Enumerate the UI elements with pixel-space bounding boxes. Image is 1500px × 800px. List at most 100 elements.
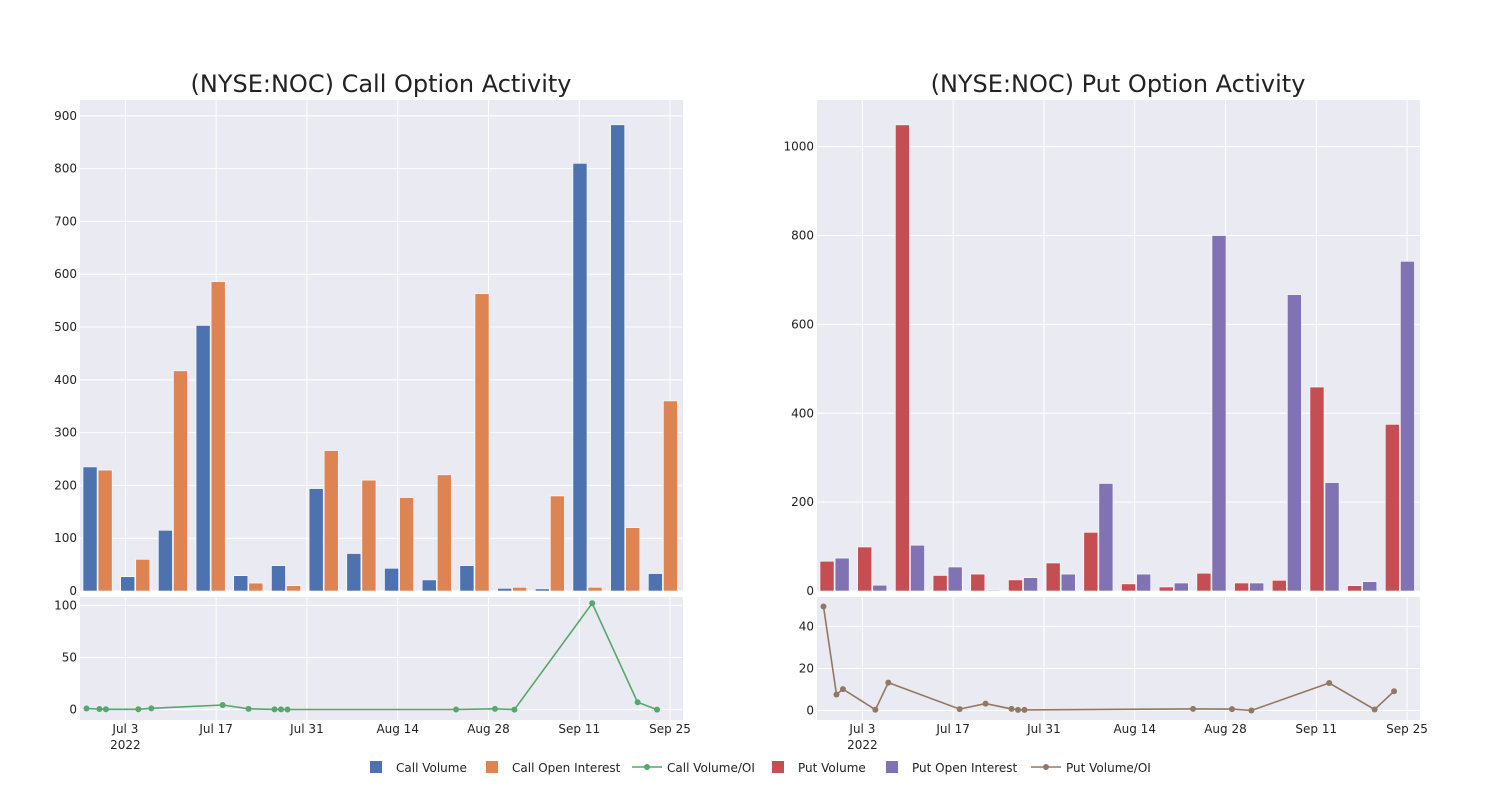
call-y-tick-label: 500 [54,320,77,334]
call-x-tick-label: Aug 14 [376,722,419,736]
put-ratio-point [1228,706,1235,713]
put-ratio-point [1008,705,1015,712]
put-bar-put-volume [1196,572,1212,592]
call-ratio-point [654,706,661,713]
put-bar-put-open-interest [985,589,1001,592]
call-x-tick-label: Jul 31 [289,722,324,736]
put-bar-put-volume [1083,532,1099,592]
call-bar-call-open-interest [550,495,565,592]
call-ratio-point [589,600,596,607]
call-y-tick-label: 600 [54,267,77,281]
put-option-activity-panel: 0 200 400 600 800 1000 (NYSE:NOC) Put Option A… [783,70,1420,598]
call-bar-call-volume [534,588,550,592]
put-ratio-line [822,606,1395,712]
call-ratio-point [96,706,103,713]
put-ratio-y-tick-label: 40 [799,619,814,633]
put-ratio-point [982,700,989,707]
put-y-tick-label: 0 [806,584,814,598]
call-bar-call-open-interest [587,587,603,592]
put-y-tick-label: 800 [791,229,814,243]
legend-label-put-open-interest: Put Open Interest [912,761,1018,775]
put-bar-put-open-interest [1023,577,1038,592]
call-ratio-point [491,705,498,712]
call-option-activity-panel: 0 100 200 300 400 500 600 700 800 900 (NYSE:NOC) C… [54,70,683,598]
put-bar-put-open-interest [947,566,963,592]
put-bar-put-volume [1158,586,1174,592]
call-y-tick-label: 400 [54,373,77,387]
call-ratio-point [245,705,252,712]
put-ratio-y-tick-label: 0 [806,704,814,718]
put-bar-put-volume [1121,583,1136,592]
put-x-tick-year: 2022 [847,738,878,752]
put-y-tick-label: 200 [791,495,814,509]
call-bar-call-volume [421,579,437,592]
call-x-tick-label: Sep 25 [649,722,691,736]
call-bar-call-volume [346,553,362,592]
put-y-tick-label: 1000 [783,140,814,154]
put-volume-oi-panel: Jul 3 2022 Jul 17 Jul 31 Aug 14 Aug 28 Sep 11 S… [799,597,1428,752]
call-chart-title: (NYSE:NOC) Call Option Activity [191,70,572,98]
call-y-tick-label: 800 [54,162,77,176]
call-bar-call-open-interest [173,370,188,592]
put-ratio-point [885,679,892,686]
legend-swatch-call-volume [370,761,382,773]
put-bar-put-open-interest [1324,482,1340,592]
put-y-tick-label: 400 [791,406,814,420]
call-bar-call-volume [497,588,512,592]
legend-marker-call-volume-oi [644,764,650,770]
call-bar-call-open-interest [474,293,490,592]
call-ratio-point [453,706,460,713]
call-bar-call-open-interest [512,587,528,592]
put-bar-put-volume [1385,424,1400,592]
call-ratio-point [148,705,155,712]
put-x-tick-label: Jul 31 [1026,722,1061,736]
call-ratio-y-tick-label: 100 [54,598,77,612]
call-bar-call-volume [82,466,98,592]
put-chart-title: (NYSE:NOC) Put Option Activity [931,70,1306,98]
call-x-tick-year: 2022 [110,738,141,752]
put-ratio-point [1391,688,1398,695]
call-ratio-point [271,706,278,713]
put-ratio-point [1248,707,1255,714]
put-ratio-y-tick-label: 20 [799,661,814,675]
put-bar-put-volume [1347,585,1362,592]
put-bar-put-open-interest [872,584,888,592]
call-bar-plot-area [80,100,683,591]
call-bar-call-volume [195,325,211,592]
call-bar-call-open-interest [323,450,339,592]
call-bar-call-volume [158,529,173,592]
call-ratio-y-tick-label: 50 [62,650,77,664]
call-bar-call-volume [271,565,286,592]
call-ratio-point [634,699,641,706]
call-bar-call-volume [120,576,136,592]
put-x-tick-label: Aug 14 [1113,722,1156,736]
put-bar-put-volume [1309,386,1325,592]
call-bar-call-open-interest [286,585,301,592]
put-bar-put-volume [857,546,873,592]
put-x-tick-label: Aug 28 [1204,722,1247,736]
put-bar-put-volume [1271,580,1287,592]
put-bar-put-volume [1234,582,1249,592]
call-volume-oi-panel: Jul 3 2022 Jul 17 Jul 31 Aug 14 Aug 28 Sep 11 S… [54,597,691,752]
put-ratio-point [833,691,840,698]
call-bar-call-open-interest [135,559,151,592]
call-bar-call-open-interest [663,400,678,592]
call-x-tick-label: Jul 3 [111,722,138,736]
put-y-tick-label: 600 [791,317,814,331]
legend-label-put-volume-oi: Put Volume/OI [1066,761,1151,775]
legend: Call Volume Call Open Interest Call Volume… [370,761,1151,775]
call-bar-call-open-interest [97,469,113,592]
call-bar-call-open-interest [361,479,377,592]
call-ratio-point [219,701,226,708]
call-y-tick-label: 700 [54,214,77,228]
put-ratio-point [1190,705,1197,712]
put-ratio-point [956,706,963,713]
put-ratio-point [1021,706,1028,713]
call-bar-call-open-interest [625,527,641,592]
put-ratio-point [1326,679,1333,686]
put-ratio-plot-area [817,597,1420,720]
put-bar-put-open-interest [1173,582,1189,592]
call-ratio-point [102,706,109,713]
call-y-tick-label: 100 [54,531,77,545]
